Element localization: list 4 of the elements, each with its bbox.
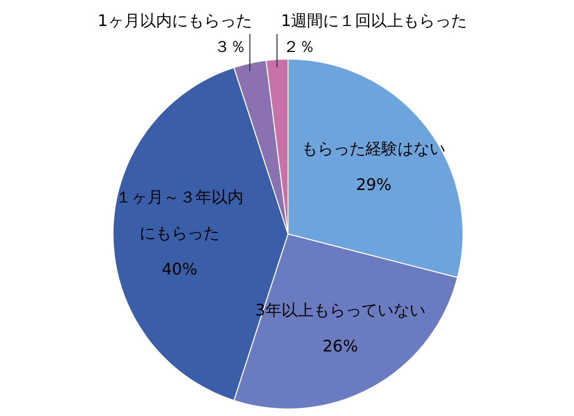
slice-label: 1週間に１回以上もらった [281, 11, 468, 30]
data-label: ２％ [283, 37, 316, 56]
slice-label: 1ヶ月以内にもらった [98, 11, 252, 30]
data-label: ３％ [214, 37, 246, 56]
